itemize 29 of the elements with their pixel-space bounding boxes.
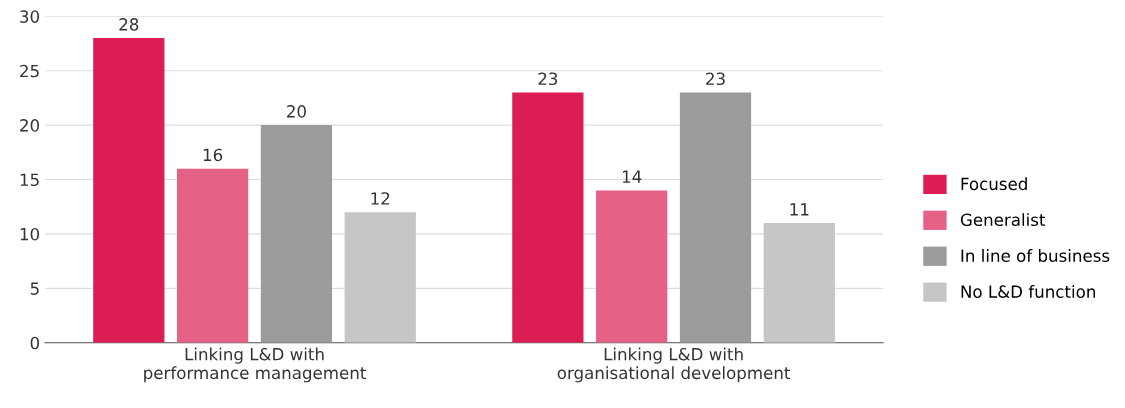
legend-label: Generalist: [960, 213, 1046, 227]
data-label: 11: [790, 203, 809, 216]
data-label: 16: [203, 148, 223, 162]
y-tick-label: 25: [20, 64, 39, 78]
y-tick-label: 0: [30, 336, 40, 350]
bar: [763, 223, 835, 343]
x-tick-label: Linking L&D with performance management: [144, 347, 366, 383]
bar: [512, 92, 584, 343]
bar: [177, 168, 249, 343]
data-label: 12: [371, 192, 390, 205]
y-tick-label: 15: [20, 173, 39, 187]
bar: [260, 125, 333, 343]
x-tick-label: Linking L&D with organisational development: [557, 347, 791, 383]
legend-label: Focused: [961, 177, 1027, 191]
y-tick-label: 20: [20, 119, 40, 132]
legend-label: No L&D function: [961, 285, 1095, 298]
bar: [93, 38, 165, 343]
data-label: 20: [287, 105, 306, 118]
data-label: 28: [119, 18, 139, 31]
bar: [344, 212, 416, 343]
y-tick-label: 30: [20, 10, 40, 23]
y-tick-label: 5: [30, 282, 39, 295]
legend-label: In line of business: [961, 249, 1110, 263]
y-tick-label: 10: [20, 227, 40, 241]
data-label: 23: [538, 72, 558, 86]
bar: [679, 92, 752, 343]
bar: [596, 190, 668, 343]
data-label: 23: [706, 72, 725, 86]
data-label: 14: [622, 170, 642, 183]
